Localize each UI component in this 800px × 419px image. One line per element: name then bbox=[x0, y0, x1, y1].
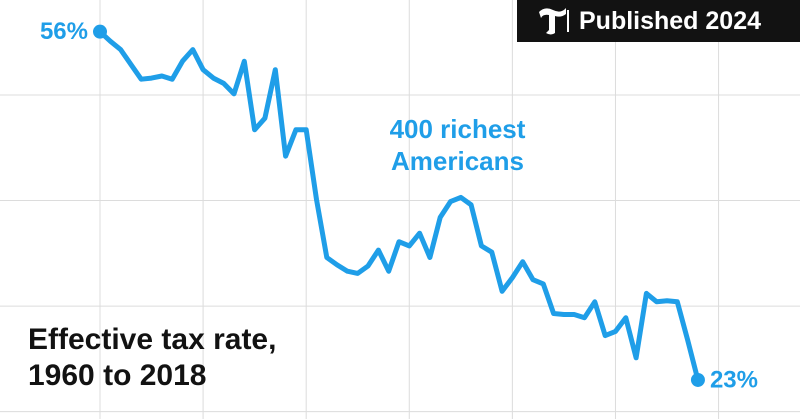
value-label: 56% bbox=[40, 18, 88, 45]
badge: Published 2024 bbox=[517, 0, 800, 42]
end-point bbox=[93, 24, 107, 39]
divider bbox=[567, 10, 569, 32]
data-line bbox=[97, 29, 701, 383]
badge-text: Published 2024 bbox=[579, 7, 762, 35]
value-label: 23% bbox=[710, 366, 758, 393]
series-label: 400 richest Americans bbox=[389, 114, 526, 176]
logo bbox=[539, 8, 566, 35]
end-point bbox=[690, 372, 705, 387]
chart-title: Effective tax rate, 1960 to 2018 bbox=[28, 323, 277, 392]
